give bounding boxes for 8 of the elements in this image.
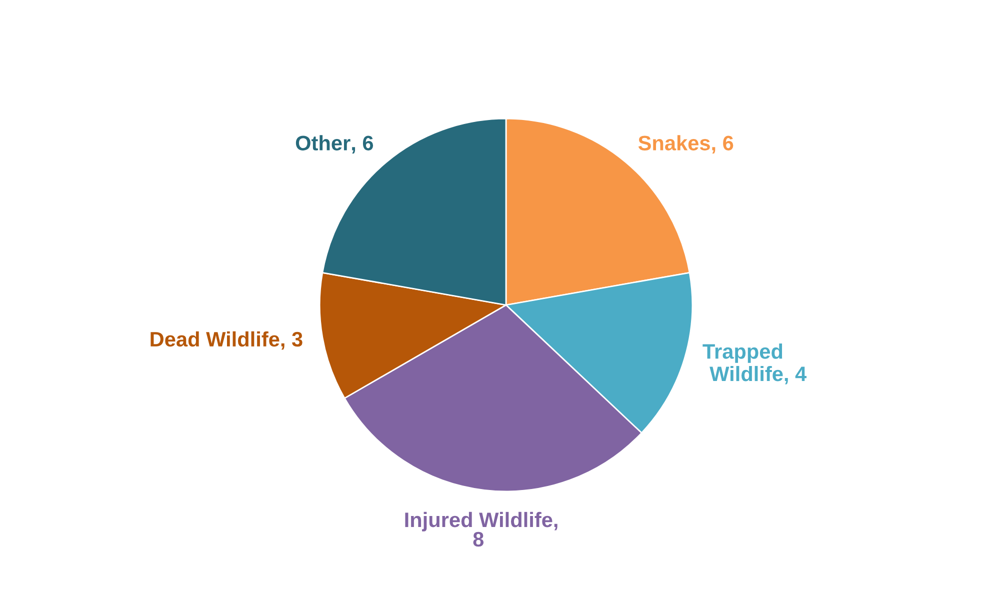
data-label: , 4 [784,366,807,384]
slice-label: Other [296,135,350,150]
slice-label: Dead Wildlife [150,331,280,347]
data-label: , 6 [712,136,734,154]
data-label: , 6 [352,136,374,154]
slice-label: Trapped Wildlife [702,344,783,382]
slice-label: Snakes [638,135,710,150]
data-label: , 3 [281,332,302,350]
